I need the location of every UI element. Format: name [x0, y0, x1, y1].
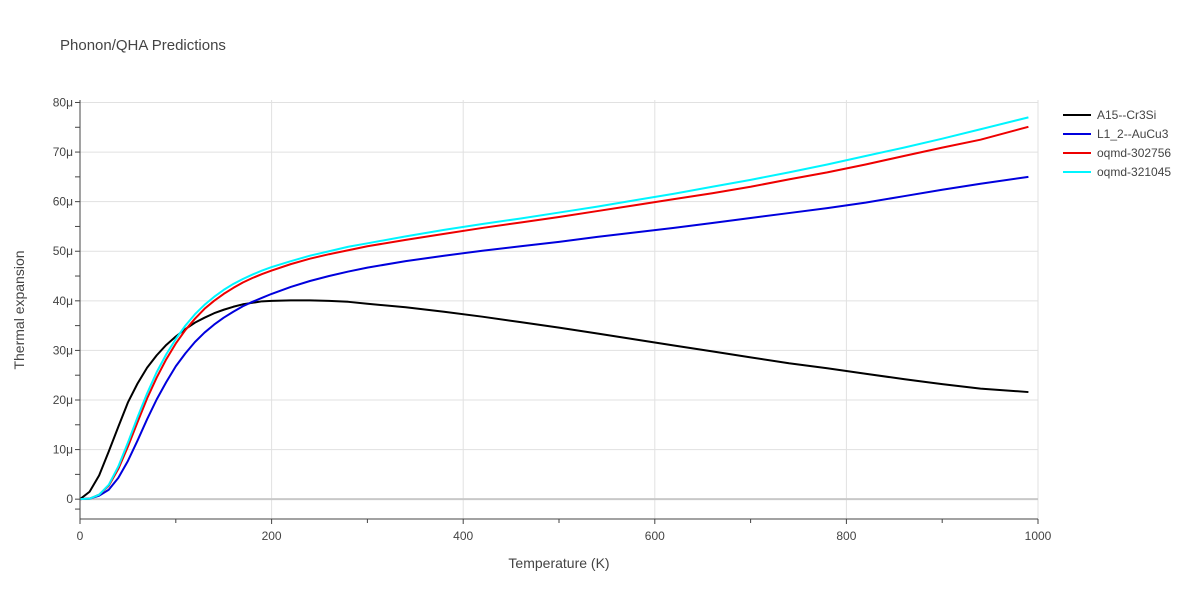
- x-tick-label: 600: [645, 529, 665, 543]
- y-tick-label: 50μ: [53, 244, 73, 258]
- series-line-2: [79, 175, 1029, 501]
- legend-label-4: oqmd-321045: [1097, 165, 1171, 179]
- legend-label-1: A15--Cr3Si: [1097, 108, 1156, 122]
- x-tick-label: 400: [453, 529, 473, 543]
- x-axis-title: Temperature (K): [508, 555, 609, 571]
- x-tick-label: 0: [77, 529, 84, 543]
- y-tick-label: 20μ: [53, 393, 73, 407]
- y-axis-title: Thermal expansion: [11, 250, 27, 369]
- x-tick-label: 800: [836, 529, 856, 543]
- x-tick-label: 1000: [1025, 529, 1052, 543]
- y-tick-label: 30μ: [53, 343, 73, 357]
- legend-label-3: oqmd-302756: [1097, 146, 1171, 160]
- y-tick-label: 40μ: [53, 294, 73, 308]
- y-tick-label: 60μ: [53, 195, 73, 209]
- y-tick-label: 0: [66, 492, 73, 506]
- y-tick-label: 10μ: [53, 443, 73, 457]
- series-lines: [79, 116, 1029, 501]
- y-axis: 0 10μ 20μ 30μ 40μ 50μ 60μ 70μ 80μ: [53, 95, 81, 519]
- chart-title: Phonon/QHA Predictions: [60, 37, 226, 54]
- grid: [80, 100, 1039, 519]
- y-tick-label: 70μ: [53, 145, 73, 159]
- x-tick-label: 200: [262, 529, 282, 543]
- legend-label-2: L1_2--AuCu3: [1097, 127, 1169, 141]
- x-axis: 0 200 400 600 800 1000: [77, 518, 1052, 543]
- series-line-4: [79, 116, 1029, 501]
- legend: A15--Cr3Si L1_2--AuCu3 oqmd-302756 oqmd-321…: [1063, 108, 1171, 179]
- series-line-1: [79, 299, 1029, 500]
- series-line-3: [79, 125, 1029, 501]
- y-tick-label: 80μ: [53, 95, 73, 109]
